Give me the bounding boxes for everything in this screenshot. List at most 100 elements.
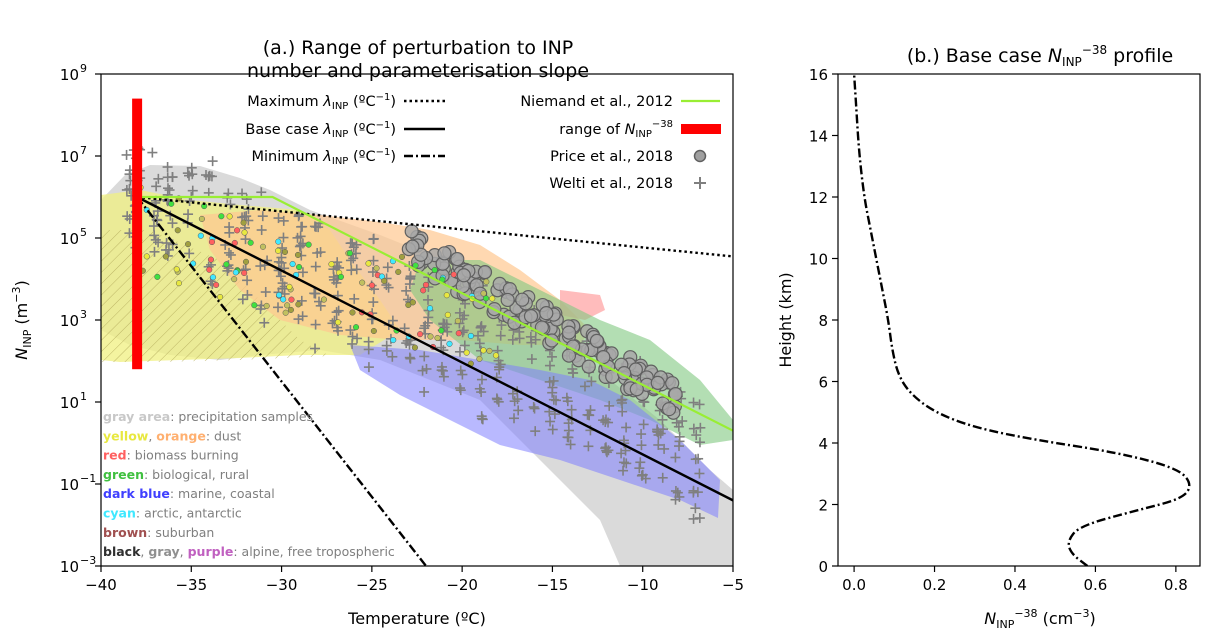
panel-a-xlabel: Temperature (ºC) [347,609,486,628]
welti-point [382,262,393,273]
legend-min-exp: −1 [376,147,391,158]
welti-point [331,307,342,318]
welti-point [121,149,132,160]
welti-point [225,199,236,210]
y-tick-label: 10 [60,394,79,412]
welti-point [637,470,648,481]
welti-point [601,445,612,456]
welti-point [688,423,699,434]
welti-point [492,394,503,405]
welti-point [349,293,360,304]
welti-point [494,364,505,375]
welti-point [690,454,701,465]
legend-base-sym: λ [322,122,332,138]
site-dot [320,296,328,303]
welti-point [153,173,164,184]
welti-point [546,351,557,362]
site-dot [434,334,441,342]
welti-point [514,333,525,344]
site-dot [282,309,289,316]
panel-b-series [852,74,1191,566]
welti-point [363,362,374,373]
price-point [561,325,577,340]
y-tick-label: 10 [60,558,79,576]
welti-point [657,472,668,483]
welti-point [273,302,284,313]
welti-point [526,354,537,365]
category-4: dark blue: marine, coastal [103,486,275,501]
welti-point [297,267,308,278]
welti-point [674,436,685,447]
legend-max-sym: λ [322,94,332,110]
welti-point [474,383,485,394]
site-dot [476,355,483,362]
x-tick-label: −10 [627,576,659,594]
welti-point [315,247,326,258]
panel-b-ylabel: Height (km) [776,272,795,367]
price-point [539,306,554,321]
classified-site-dots [134,184,500,367]
legend-base-unit: (ºC [348,122,375,138]
welti-point [278,232,289,243]
welti-point [551,395,562,406]
site-dot [305,241,312,248]
legend-base-sub: INP [332,129,348,140]
welti-point [399,323,410,334]
site-dot [226,213,233,220]
legend-left: Maximum λINP (ºC−1) Base case λINP (ºC−1… [245,92,445,167]
ylabel-main: N [12,348,31,360]
site-dot [431,266,438,274]
welti-point [530,426,541,437]
welti-point [495,359,506,370]
site-dot [207,256,215,263]
welti-point [224,247,235,258]
site-dot [213,281,220,288]
welti-point [295,240,306,251]
welti-point [618,457,629,468]
site-dot [390,337,397,344]
welti-point [636,429,647,440]
site-dot [241,229,248,236]
category-3-part: : biological, rural [144,467,249,482]
category-2-part: : biomass burning [127,448,239,463]
site-dot [370,327,377,335]
panel-b-title-pre: (b.) Base case [907,45,1048,67]
category-1-part: orange [156,428,206,443]
site-dot [467,332,474,339]
site-dot [275,238,282,245]
y-tick-label: 10 [60,66,79,84]
welti-point [673,421,684,432]
welti-point [276,257,287,268]
panel-a-background-data [101,141,733,566]
welti-point [309,288,320,299]
legend-max-unit: (ºC [348,94,375,110]
category-4-part: dark blue [103,486,170,501]
price-point [437,246,452,261]
x-tick-label: 0.4 [1003,576,1027,594]
welti-point [297,311,308,322]
welti-point [161,245,172,256]
panel-b-title-post: profile [1107,45,1173,67]
y-tick-exponent: 7 [80,144,87,157]
site-dot [217,293,224,301]
welti-point [152,215,163,226]
site-dot [365,260,372,267]
welti-point [618,465,629,476]
welti-point [296,295,307,306]
price-point [450,251,465,267]
panel-b-xlabel-sym: N [984,609,996,628]
welti-point [183,209,194,220]
welti-point [694,399,705,410]
site-dot [174,227,181,234]
category-1: yellow, orange: dust [103,428,241,443]
category-7: black, gray, purple: alpine, free tropos… [103,544,395,559]
welti-point [224,227,235,238]
welti-point [688,485,699,496]
category-7-part: black [103,544,141,559]
site-dot [454,317,461,324]
site-dot [240,219,247,226]
y-tick-label: 10 [60,312,79,330]
welti-point [457,369,468,380]
welti-point [670,494,681,505]
